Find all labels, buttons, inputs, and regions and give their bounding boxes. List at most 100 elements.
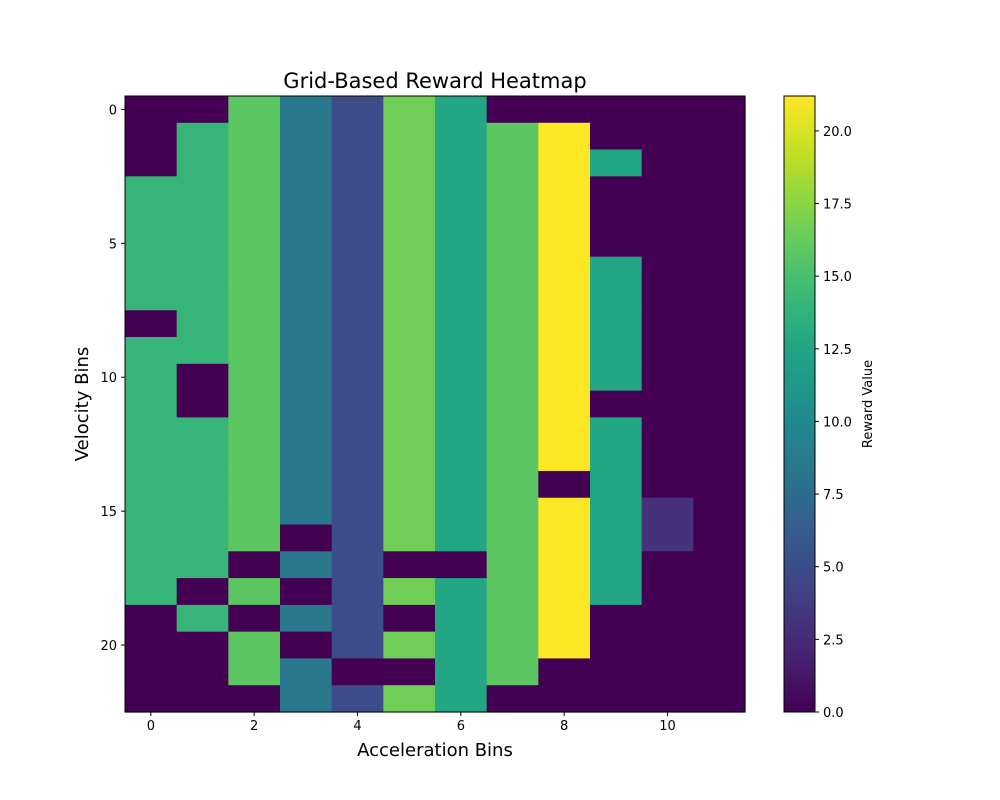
heatmap-cell — [383, 685, 436, 713]
heatmap-cell — [590, 122, 643, 151]
heatmap-cell — [383, 310, 436, 338]
heatmap-cell — [125, 658, 178, 686]
heatmap-cell — [176, 470, 229, 499]
heatmap-cell — [125, 685, 178, 713]
heatmap-cell — [383, 176, 436, 204]
heatmap-cell — [590, 310, 643, 338]
heatmap-cell — [331, 470, 384, 499]
heatmap-cell — [693, 310, 746, 338]
heatmap-cell — [125, 390, 178, 418]
heatmap-cell — [125, 149, 178, 177]
heatmap-cell — [435, 417, 488, 445]
heatmap-cell — [280, 176, 333, 204]
heatmap-cell — [538, 96, 591, 124]
heatmap-cell — [228, 256, 281, 285]
heatmap-cell — [590, 390, 643, 418]
x-axis-label: Acceleration Bins — [357, 740, 513, 761]
heatmap-cell — [280, 96, 333, 124]
heatmap-cell — [641, 524, 694, 552]
heatmap-cell — [486, 363, 539, 392]
heatmap-cell — [331, 524, 384, 552]
heatmap-cell — [383, 417, 436, 445]
heatmap-cell — [125, 470, 178, 499]
heatmap-cell — [486, 283, 539, 311]
heatmap-cell — [435, 631, 488, 660]
heatmap-cell — [590, 337, 643, 365]
heatmap-cell — [176, 390, 229, 418]
heatmap-cell — [435, 658, 488, 686]
colorbar-tick-label: 5.0 — [823, 561, 844, 576]
heatmap-cell — [590, 658, 643, 686]
heatmap-cell — [383, 658, 436, 686]
heatmap-cell — [538, 685, 591, 713]
x-tick-label: 2 — [250, 719, 258, 734]
heatmap-cell — [486, 229, 539, 258]
heatmap-cell — [228, 96, 281, 124]
heatmap-cell — [176, 229, 229, 258]
colorbar-tick-label: 0.0 — [823, 706, 844, 721]
heatmap-cell — [125, 604, 178, 633]
heatmap-cell — [176, 337, 229, 365]
colorbar-tick-label: 17.5 — [823, 198, 852, 213]
heatmap-cell — [125, 283, 178, 311]
plot-frame — [124, 95, 746, 713]
heatmap-cell — [383, 283, 436, 311]
heatmap-cell — [641, 96, 694, 124]
heatmap-cell — [176, 203, 229, 231]
heatmap-cell — [590, 417, 643, 445]
heatmap-cell — [590, 256, 643, 285]
heatmap-cell — [125, 417, 178, 445]
heatmap-cell — [331, 337, 384, 365]
heatmap-cell — [125, 444, 178, 472]
heatmap-cell — [590, 203, 643, 231]
heatmap-cell — [486, 444, 539, 472]
heatmap-cell — [693, 229, 746, 258]
heatmap-cell — [693, 149, 746, 177]
x-tick-label: 0 — [147, 719, 155, 734]
heatmap-cell — [125, 524, 178, 552]
heatmap-cell — [590, 524, 643, 552]
heatmap-cell — [280, 122, 333, 151]
heatmap-cell — [486, 497, 539, 526]
heatmap-cell — [435, 176, 488, 204]
heatmap-cell — [693, 524, 746, 552]
heatmap-cell — [693, 122, 746, 151]
heatmap-cell — [590, 444, 643, 472]
heatmap-cell — [641, 685, 694, 713]
heatmap-cell — [280, 417, 333, 445]
heatmap-cell — [538, 310, 591, 338]
heatmap-cell — [228, 176, 281, 204]
heatmap-cell — [176, 631, 229, 660]
heatmap-cell — [538, 444, 591, 472]
heatmap-cell — [435, 310, 488, 338]
heatmap-cell — [383, 524, 436, 552]
x-tick-label: 10 — [659, 719, 676, 734]
heatmap-cell — [383, 203, 436, 231]
heatmap-cell — [280, 283, 333, 311]
heatmap-cell — [435, 256, 488, 285]
heatmap-cell — [125, 229, 178, 258]
heatmap-cell — [590, 631, 643, 660]
heatmap-cell — [435, 551, 488, 579]
y-tick-label: 0 — [109, 103, 117, 118]
heatmap-cell — [641, 283, 694, 311]
heatmap-cell — [641, 229, 694, 258]
heatmap-cell — [486, 524, 539, 552]
heatmap-cell — [641, 497, 694, 526]
heatmap-cell — [641, 176, 694, 204]
heatmap-cell — [641, 337, 694, 365]
heatmap-cell — [693, 256, 746, 285]
heatmap-cell — [590, 470, 643, 499]
heatmap-cell — [435, 685, 488, 713]
heatmap-cell — [228, 203, 281, 231]
heatmap-cell — [331, 604, 384, 633]
heatmap-cell — [280, 337, 333, 365]
heatmap-cell — [486, 176, 539, 204]
heatmap-cell — [331, 122, 384, 151]
heatmap-cell — [486, 310, 539, 338]
y-tick-label: 10 — [100, 371, 117, 386]
heatmap-cell — [538, 658, 591, 686]
heatmap-cell — [538, 176, 591, 204]
heatmap-cell — [228, 283, 281, 311]
heatmap-cell — [383, 631, 436, 660]
